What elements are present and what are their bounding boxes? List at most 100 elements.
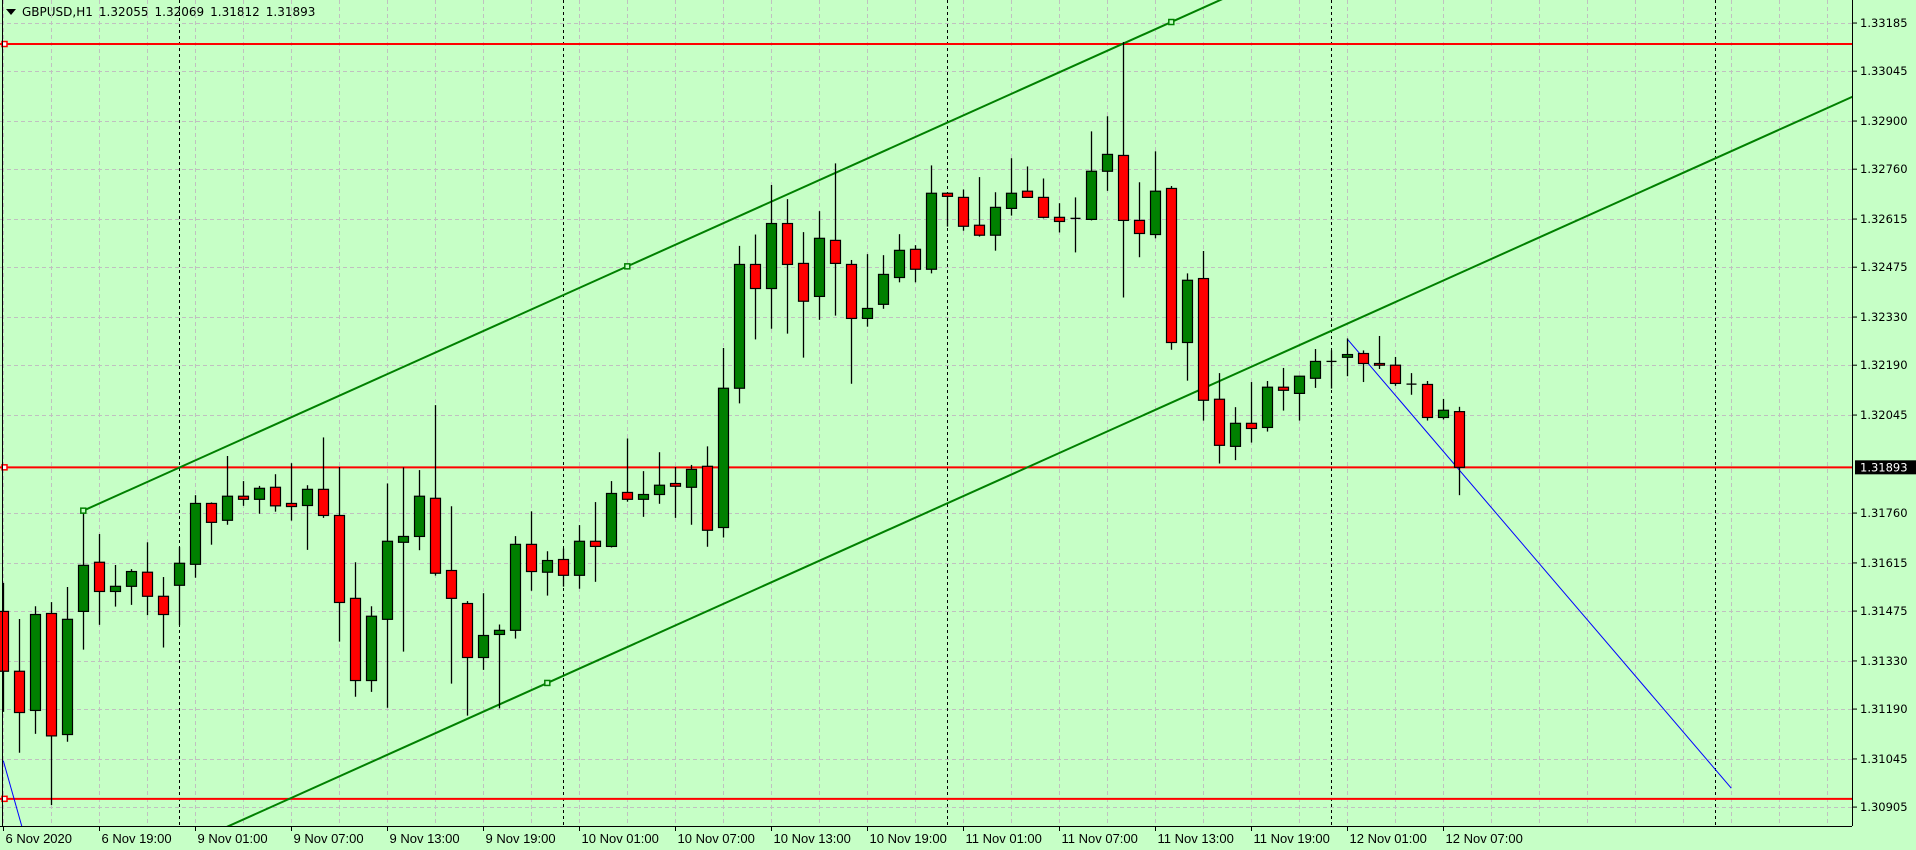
- time-tick-label: 9 Nov 19:00: [486, 831, 556, 846]
- ohlc-low: 1.31812: [210, 5, 260, 19]
- bull-candle: [1085, 170, 1098, 220]
- price-tick-label: 1.32330: [1860, 310, 1908, 324]
- time-tick-label: 10 Nov 01:00: [582, 831, 659, 846]
- bear-candle: [941, 192, 954, 197]
- bull-candle: [61, 618, 74, 736]
- bull-candle: [125, 570, 138, 587]
- bull-candle: [413, 495, 426, 538]
- bull-candle: [925, 192, 938, 270]
- chart-header: GBPUSD,H1 1.32055 1.32069 1.31812 1.3189…: [6, 5, 315, 19]
- bull-candle: [493, 629, 506, 636]
- bear-candle: [797, 262, 810, 302]
- time-tick-label: 11 Nov 07:00: [1062, 831, 1138, 846]
- bear-candle: [1165, 187, 1178, 344]
- bear-candle: [1389, 364, 1402, 385]
- bear-candle: [1245, 422, 1258, 430]
- channel-lower-line[interactable]: [83, 83, 1884, 850]
- bear-candle: [333, 514, 346, 604]
- bull-candle: [1229, 422, 1242, 447]
- bull-candle: [1261, 386, 1274, 429]
- ohlc-open: 1.32055: [98, 5, 149, 19]
- bull-candle: [605, 492, 618, 548]
- trendline[interactable]: [1346, 338, 1732, 789]
- bear-candle: [45, 612, 58, 737]
- channel-anchor[interactable]: [1168, 18, 1175, 26]
- bear-candle: [429, 497, 442, 574]
- trendline[interactable]: [2, 760, 35, 850]
- price-tick-label: 1.31760: [1860, 506, 1908, 520]
- channel-anchor[interactable]: [544, 679, 551, 687]
- channel-anchor[interactable]: [80, 507, 87, 514]
- bear-candle: [157, 595, 170, 616]
- price-tick-label: 1.31330: [1860, 654, 1908, 668]
- bear-candle: [349, 597, 362, 682]
- bear-candle: [269, 486, 282, 507]
- bear-candle: [237, 495, 250, 500]
- price-tick-label: 1.31045: [1860, 752, 1908, 766]
- bull-candle: [813, 237, 826, 298]
- time-tick-label: 12 Nov 01:00: [1350, 831, 1427, 846]
- bear-candle: [909, 248, 922, 270]
- bull-candle: [221, 495, 234, 521]
- bear-candle: [1453, 411, 1466, 468]
- bear-candle: [205, 502, 218, 523]
- bear-candle: [285, 502, 298, 508]
- object-anchors: [1, 18, 1175, 803]
- time-tick-label: 6 Nov 19:00: [102, 831, 172, 846]
- bull-candle: [189, 502, 202, 565]
- bull-candle: [1005, 192, 1018, 209]
- ohlc-close: 1.31893: [265, 5, 316, 19]
- bull-candle: [509, 543, 522, 631]
- price-tick-label: 1.32760: [1860, 162, 1908, 176]
- bull-candle: [1309, 360, 1322, 379]
- bull-candle: [877, 273, 890, 305]
- price-tick-label: 1.32190: [1860, 358, 1908, 372]
- price-tick-label: 1.33185: [1860, 16, 1908, 30]
- time-tick-label: 11 Nov 19:00: [1254, 831, 1330, 846]
- price-tick-label: 1.32475: [1860, 260, 1908, 274]
- time-tick-label: 11 Nov 13:00: [1158, 831, 1234, 846]
- bear-candle: [141, 571, 154, 597]
- bear-candle: [317, 488, 330, 517]
- price-tick-label: 1.33045: [1860, 64, 1908, 78]
- bull-candle: [989, 206, 1002, 236]
- bull-candle: [1181, 279, 1194, 344]
- current-price-label: 1.31893: [1860, 460, 1908, 474]
- bear-candle: [669, 482, 682, 487]
- bull-candle: [1437, 409, 1450, 419]
- time-tick-label: 9 Nov 07:00: [294, 831, 364, 846]
- bull-candle: [173, 562, 186, 586]
- bull-candle: [365, 615, 378, 682]
- bull-candle: [29, 613, 42, 712]
- bear-candle: [701, 465, 714, 531]
- bear-candle: [557, 558, 570, 576]
- bear-candle: [1421, 383, 1434, 419]
- time-tick-label: 10 Nov 19:00: [870, 831, 947, 846]
- candles: [0, 41, 1466, 806]
- bear-candle: [1213, 398, 1226, 446]
- time-tick-label: 9 Nov 01:00: [198, 831, 268, 846]
- period-separators: [179, 0, 1716, 826]
- bear-candle: [1373, 362, 1386, 366]
- price-tick-label: 1.31475: [1860, 604, 1908, 618]
- channel-anchor[interactable]: [624, 263, 631, 270]
- bear-candle: [1117, 154, 1130, 222]
- bull-candle: [653, 484, 666, 496]
- bear-candle: [1053, 216, 1066, 223]
- bear-candle: [957, 196, 970, 227]
- bull-candle: [253, 487, 266, 500]
- time-tick-label: 9 Nov 13:00: [390, 831, 460, 846]
- triangle-down-icon[interactable]: [6, 9, 16, 15]
- time-tick-label: 12 Nov 07:00: [1446, 831, 1523, 846]
- bear-candle: [829, 239, 842, 265]
- time-tick-label: 10 Nov 07:00: [678, 831, 755, 846]
- channel-upper-line[interactable]: [82, 0, 1884, 512]
- bull-candle: [717, 387, 730, 529]
- bull-candle: [893, 249, 906, 279]
- bear-candle: [845, 263, 858, 320]
- bear-candle: [781, 222, 794, 266]
- bull-candle: [477, 634, 490, 659]
